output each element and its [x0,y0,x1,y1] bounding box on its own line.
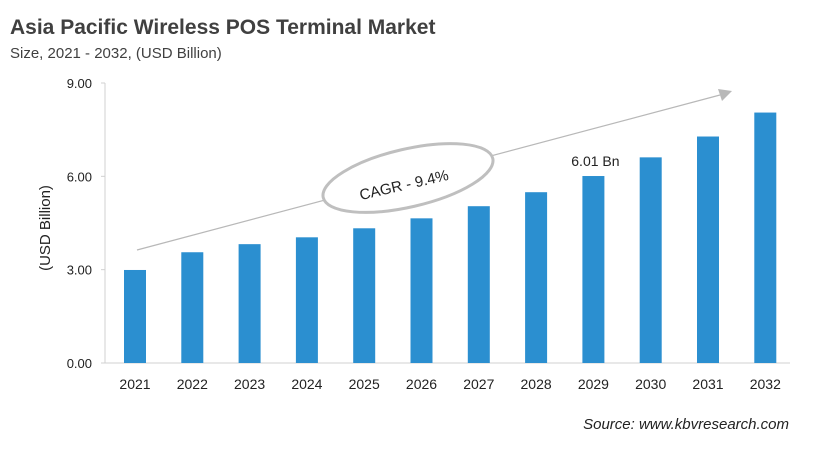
bar-2030 [639,157,662,363]
x-tick-label: 2028 [521,376,552,392]
x-tick-label: 2027 [463,376,494,392]
bar-2024 [295,237,318,363]
x-tick-label: 2023 [234,376,265,392]
x-tick-label: 2024 [291,376,322,392]
y-tick-label: 0.00 [67,356,92,371]
x-tick-label: 2032 [750,376,781,392]
bar-2021 [124,269,146,363]
x-tick-label: 2021 [119,376,150,392]
x-tick-label: 2031 [692,376,723,392]
x-tick-label: 2025 [349,376,380,392]
y-tick-label: 9.00 [67,76,92,91]
y-tick-label: 3.00 [67,263,92,278]
y-tick-label: 6.00 [67,169,92,184]
bar-2029 [582,176,605,363]
x-tick-label: 2030 [635,376,666,392]
bar-2031 [697,136,719,363]
bar-2032 [754,112,777,363]
trend-arrowhead [718,89,732,101]
bar-2026 [410,218,433,363]
cagr-ellipse [321,142,495,214]
x-tick-label: 2029 [578,376,609,392]
source-note: Source: www.kbvresearch.com [583,416,789,433]
chart-title: Asia Pacific Wireless POS Terminal Marke… [10,16,436,39]
chart-subtitle: Size, 2021 - 2032, (USD Billion) [10,45,222,62]
bar-2027 [467,206,490,363]
data-label-2029: 6.01 Bn [571,153,619,169]
x-tick-label: 2022 [177,376,208,392]
x-tick-label: 2026 [406,376,437,392]
bar-2028 [525,192,548,363]
y-axis-label: (USD Billion) [37,185,54,271]
bar-2022 [181,252,204,363]
bar-2023 [238,244,261,363]
bar-2025 [353,228,376,363]
